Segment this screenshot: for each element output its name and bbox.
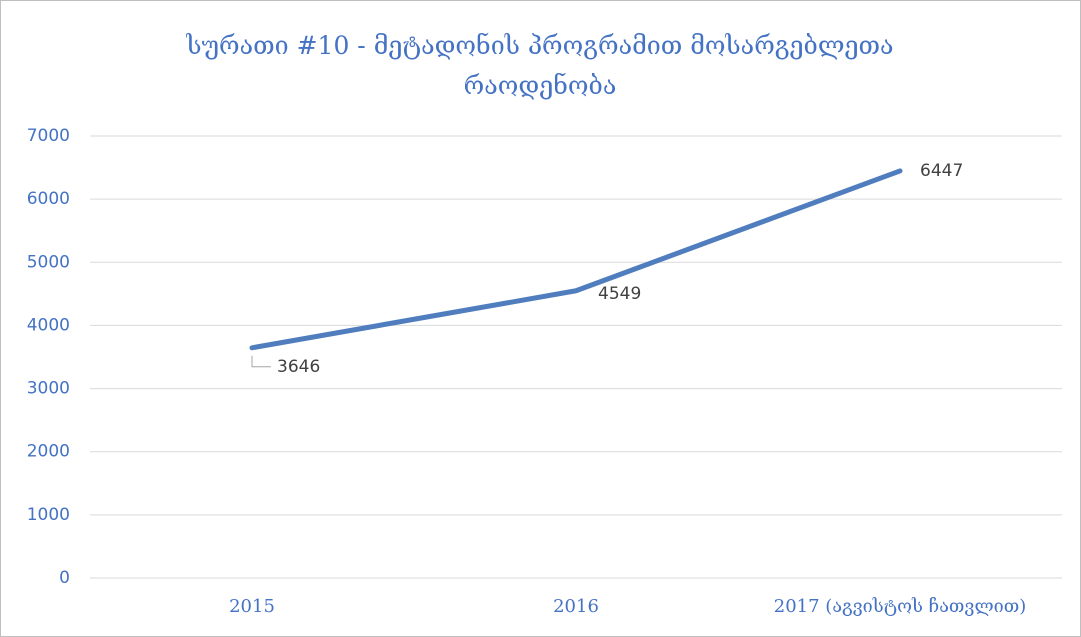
y-tick-label: 2000 <box>27 442 70 462</box>
y-tick-label: 0 <box>59 568 70 588</box>
y-tick-label: 1000 <box>27 505 70 525</box>
x-tick-label: 2017 (აგვისტოს ჩათვლით) <box>774 596 1026 617</box>
chart-title: სურათი #10 - მეტადონის პროგრამით მოსარგე… <box>186 31 894 100</box>
y-tick-label: 5000 <box>27 252 70 272</box>
leader-line <box>251 355 271 368</box>
x-tick-label: 2015 <box>229 596 275 617</box>
data-label: 6447 <box>920 161 963 181</box>
y-tick-label: 6000 <box>27 189 70 209</box>
data-line <box>249 168 903 351</box>
y-tick-label: 4000 <box>27 315 70 335</box>
data-label: 3646 <box>277 357 320 377</box>
y-tick-label: 3000 <box>27 379 70 399</box>
data-label: 4549 <box>598 284 641 304</box>
x-tick-label: 2016 <box>553 596 599 617</box>
y-tick-label: 7000 <box>27 126 70 146</box>
